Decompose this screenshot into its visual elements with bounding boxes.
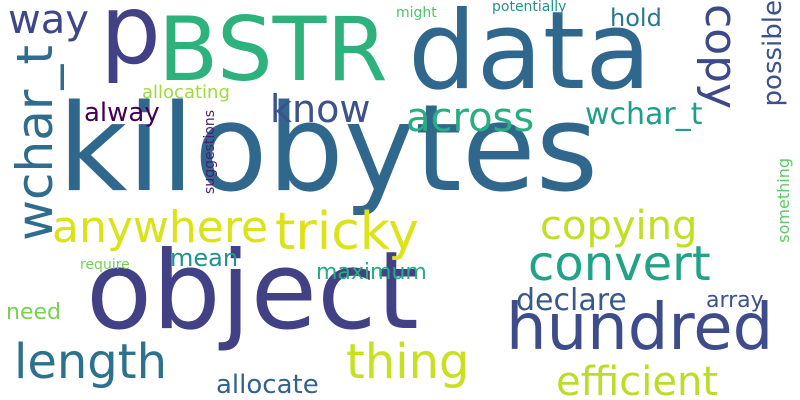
- word-wchar-t: wchar_t: [585, 97, 703, 132]
- word-data: data: [408, 0, 652, 114]
- word-always: alway: [84, 98, 160, 128]
- word-allocating: allocating: [142, 82, 230, 103]
- word-hold: hold: [610, 4, 662, 32]
- word-bstr: BSTR: [158, 0, 388, 101]
- word-thing: thing: [346, 334, 470, 390]
- word-know: know: [270, 87, 371, 131]
- word-way: way: [8, 0, 89, 43]
- word-kilobytes: kilobytes: [58, 80, 599, 219]
- word-tricky: tricky: [275, 202, 419, 262]
- word-potentially: potentially: [492, 0, 567, 15]
- word-declare: declare: [516, 283, 627, 318]
- word-wchar-t-big: wchar_t: [6, 45, 64, 241]
- word-across: across: [406, 95, 535, 141]
- word-copying: copying: [540, 203, 698, 249]
- word-anywhere: anywhere: [52, 202, 269, 253]
- word-length: length: [14, 334, 167, 390]
- word-something: something: [774, 158, 793, 243]
- word-require: require: [80, 257, 130, 273]
- word-object: object: [86, 229, 419, 354]
- word-suggestions: suggestions: [202, 110, 218, 194]
- word-possible: possible: [758, 0, 788, 107]
- word-convert: convert: [528, 236, 711, 292]
- word-p: p: [100, 0, 161, 86]
- word-hundred: hundred: [506, 291, 774, 365]
- word-efficient: efficient: [556, 359, 719, 400]
- word-maximum: maximum: [316, 260, 427, 285]
- word-allocate: allocate: [216, 370, 319, 400]
- word-need: need: [6, 300, 61, 325]
- word-array: array: [706, 288, 764, 313]
- word-might: might: [396, 5, 437, 21]
- word-mean: mean: [170, 244, 239, 272]
- word-copy: copy: [695, 4, 746, 110]
